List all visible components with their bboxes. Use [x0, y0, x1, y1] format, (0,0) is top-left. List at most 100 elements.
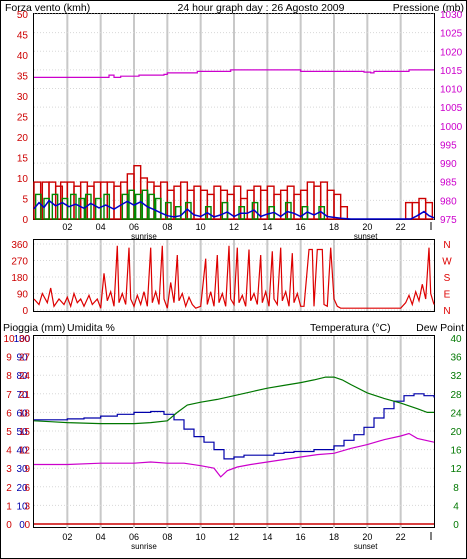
dew-point-axis-title: Dew Point	[416, 322, 464, 334]
wind-pressure-x-axis: 02 04 06 08 10 12 14 16 18 20 22 sunrise sunset	[62, 222, 432, 241]
temperature-tick-label: 4	[453, 501, 459, 512]
sunrise-label: sunrise	[131, 542, 157, 551]
wind-speed-tick-label: 50	[17, 10, 29, 21]
temperature-tick-label: 24	[450, 408, 462, 419]
pressure-axis: 975 980 985 990 995 1000 1005 1010 1015 1020 1025 1…	[440, 10, 463, 226]
x-tick-label: 16	[296, 532, 306, 542]
wind-speed-axis: 0 5 10 15 20 25 30 35 40 45 50	[17, 10, 29, 226]
direction-degree-tick-label: 90	[17, 290, 29, 301]
rain-tick-label: 1	[6, 501, 12, 512]
pressure-tick-label: 1000	[440, 122, 463, 133]
humidity-line	[34, 393, 435, 460]
compass-tick-label: W	[442, 257, 452, 268]
humidity-tick-label: 30	[16, 464, 28, 475]
wind-gust-bar	[134, 193, 142, 220]
wind-speed-tick-label: 35	[17, 72, 29, 83]
dew-point-scale-tick-label: 24	[19, 371, 31, 382]
pressure-tick-label: 1020	[440, 47, 463, 58]
dew-point-scale-tick-label: 18	[19, 408, 31, 419]
direction-degree-tick-label: 270	[11, 257, 28, 268]
wind-direction-degree-axis: 0 90 180 270 360	[11, 240, 28, 317]
average-wind-line	[33, 199, 435, 220]
wind-speed-axis-title: Forza vento (kmh)	[5, 2, 90, 14]
rain-tick-label: 3	[6, 464, 12, 475]
direction-degree-tick-label: 180	[11, 273, 28, 284]
temperature-axis-title: Temperatura (°C)	[310, 322, 391, 334]
sunrise-label: sunrise	[131, 232, 157, 241]
wind-pressure-marks	[33, 69, 435, 220]
x-tick-label: 04	[96, 532, 106, 542]
pressure-tick-label: 1005	[440, 103, 463, 114]
temperature-line	[33, 376, 434, 425]
humidity-tick-label: 100	[14, 334, 31, 345]
compass-tick-label: N	[443, 240, 450, 251]
pressure-tick-label: 1010	[440, 85, 463, 96]
dew-point-scale-tick-label: 9	[24, 464, 30, 475]
sunset-label: sunset	[354, 232, 378, 241]
rain-tick-label: 5	[6, 427, 12, 438]
temperature-tick-label: 16	[450, 446, 462, 457]
x-tick-label: 18	[329, 532, 339, 542]
wind-gust-bar	[141, 189, 149, 220]
x-tick-label: 20	[362, 222, 372, 232]
rain-tick-label: 8	[6, 371, 12, 382]
dew-point-scale-tick-label: 27	[19, 353, 31, 364]
x-tick-label: 10	[196, 222, 206, 232]
humidity-axis-title: Umidita %	[67, 322, 115, 334]
pressure-tick-label: 990	[440, 159, 457, 170]
chart-title: 24 hour graph day : 26 Agosto 2009	[178, 2, 345, 14]
temperature-tick-label: 28	[450, 390, 462, 401]
wind-gust-bar	[154, 197, 162, 220]
sunset-label: sunset	[354, 542, 378, 551]
wind-gust-bar	[43, 197, 51, 220]
dew-point-scale-tick-label: 12	[19, 446, 31, 457]
wind-speed-tick-label: 10	[17, 174, 29, 185]
rain-tick-label: 10	[3, 334, 15, 345]
dew-point-scale-tick-label: 15	[19, 427, 31, 438]
temperature-tick-label: 40	[450, 334, 462, 345]
dew-point-line	[34, 432, 435, 478]
pressure-tick-label: 995	[440, 140, 457, 151]
pressure-tick-label: 980	[440, 196, 457, 207]
temperature-tick-label: 20	[450, 427, 462, 438]
rain-humidity-temperature-marks	[33, 376, 435, 525]
wind-direction-grid	[34, 240, 434, 311]
wind-speed-tick-label: 20	[17, 133, 29, 144]
rain-tick-label: 0	[6, 520, 12, 531]
x-tick-label: 22	[396, 222, 406, 232]
x-tick-label: 10	[196, 532, 206, 542]
rain-tick-label: 2	[6, 483, 12, 494]
x-tick-label: 18	[329, 222, 339, 232]
x-tick-label: 02	[62, 532, 72, 542]
wind-gust-bar	[284, 201, 292, 220]
x-tick-label: 08	[162, 532, 172, 542]
compass-tick-label: S	[444, 273, 451, 284]
temperature-tick-label: 36	[450, 353, 462, 364]
humidity-tick-label: 40	[16, 446, 28, 457]
temperature-tick-label: 8	[453, 483, 459, 494]
wind-speed-tick-label: 15	[17, 154, 29, 165]
direction-degree-tick-label: 0	[22, 306, 28, 317]
direction-degree-tick-label: 360	[11, 240, 28, 251]
humidity-tick-label: 80	[16, 371, 28, 382]
temperature-tick-label: 32	[450, 371, 462, 382]
x-tick-label: 16	[296, 222, 306, 232]
pressure-tick-label: 975	[440, 215, 457, 226]
x-tick-label: 04	[96, 222, 106, 232]
x-tick-label: 06	[129, 222, 139, 232]
rain-tick-label: 4	[6, 446, 12, 457]
x-tick-label: 14	[262, 532, 272, 542]
x-tick-label: 20	[362, 532, 372, 542]
wind-speed-tick-label: 45	[17, 31, 29, 42]
humidity-tick-label: 90	[16, 353, 28, 364]
compass-tick-label: N	[443, 306, 450, 317]
pressure-tick-label: 985	[440, 178, 457, 189]
humidity-tick-label: 50	[16, 427, 28, 438]
x-tick-label: 14	[262, 222, 272, 232]
wind-speed-tick-label: 5	[22, 195, 28, 206]
wind-direction-line	[33, 245, 435, 309]
wind-gust-bar	[94, 197, 102, 220]
temperature-tick-label: 0	[453, 520, 459, 531]
